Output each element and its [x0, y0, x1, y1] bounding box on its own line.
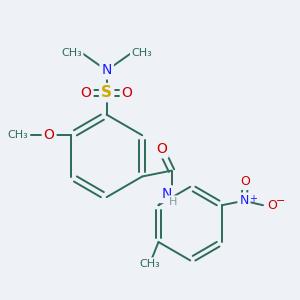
Text: O: O — [44, 128, 55, 142]
Text: +: + — [249, 194, 257, 204]
Text: H: H — [169, 196, 177, 206]
Text: −: − — [276, 196, 286, 206]
Text: CH₃: CH₃ — [8, 130, 29, 140]
Text: O: O — [267, 199, 277, 212]
Text: O: O — [241, 175, 250, 188]
Text: O: O — [81, 85, 92, 100]
Text: CH₃: CH₃ — [61, 48, 82, 58]
Text: CH₃: CH₃ — [132, 48, 152, 58]
Text: N: N — [101, 64, 112, 77]
Text: N: N — [239, 194, 249, 207]
Text: O: O — [156, 142, 167, 156]
Text: CH₃: CH₃ — [139, 259, 160, 269]
Text: N: N — [161, 187, 172, 201]
Text: S: S — [101, 85, 112, 100]
Text: O: O — [122, 85, 133, 100]
